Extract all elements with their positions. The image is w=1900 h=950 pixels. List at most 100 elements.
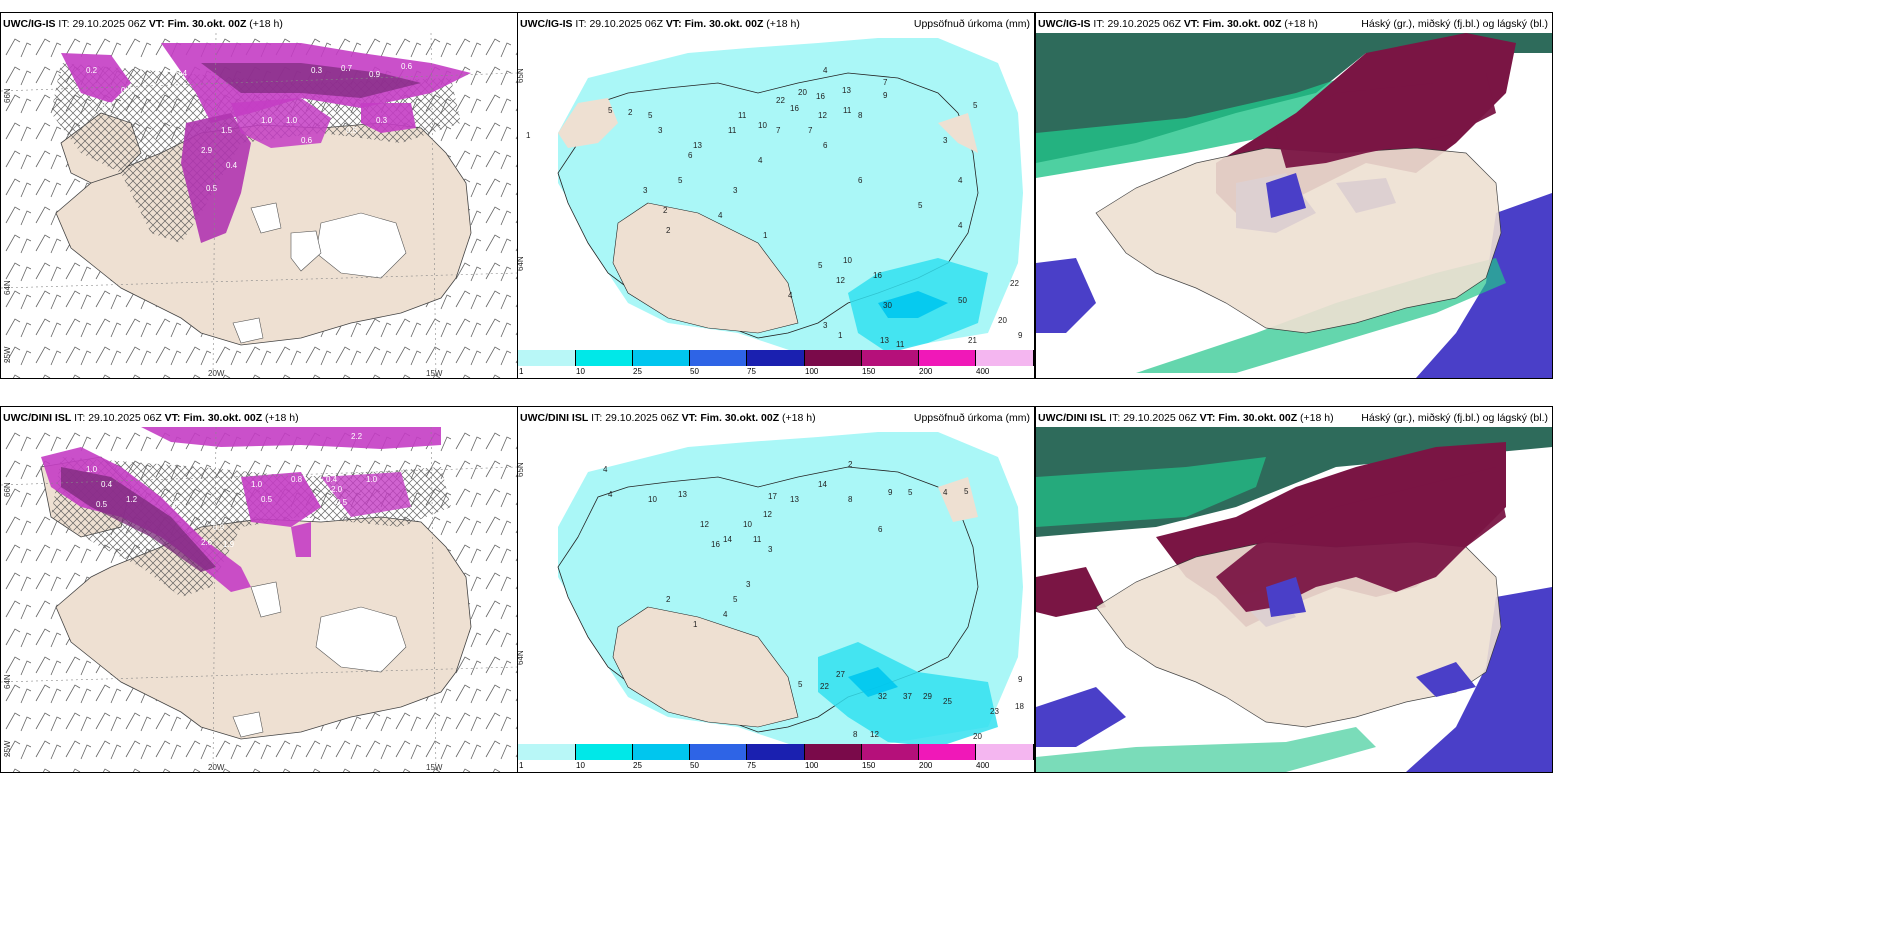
map-precip: 5 2 5 3 13 22 16 20 16 13 11 11 10 7 7 6… [518,33,1034,353]
colorbar-swatch [805,350,862,366]
value-label: 0.4 [176,69,188,78]
value-label: 0.2 [431,56,443,65]
value-label: 2.6 [201,538,213,547]
value-label: 1 [693,620,698,629]
value-label: 0.4 [326,475,338,484]
value-label: 5 [908,488,913,497]
value-label: 13 [678,490,687,499]
value-label: 6 [823,141,828,150]
value-label: 1.5 [221,126,233,135]
value-label: 0.2 [86,66,98,75]
colorbar-swatch [633,350,690,366]
value-label: 2 [628,108,633,117]
lon-label: 25W [3,346,12,363]
value-label: 4 [788,291,793,300]
value-label: 12 [818,111,827,120]
value-label: 8 [848,495,853,504]
map-svg: 4 4 10 13 12 16 14 17 13 12 11 10 14 8 9… [518,427,1034,747]
panel-right-title: Háský (gr.), miðský (fj.bl.) og lágský (… [1361,412,1548,424]
value-label: 2.9 [201,146,213,155]
value-label: 3 [746,580,751,589]
value-label: 0.7 [341,64,353,73]
lat-label: 66N [3,88,12,103]
colorbar-swatch [862,350,919,366]
panel-precip-ig: UWC/IG-IS IT: 29.10.2025 06Z VT: Fim. 30… [517,12,1035,379]
value-label: 11 [843,106,852,115]
colorbar-swatch [805,744,862,760]
value-label: 0.9 [213,523,225,532]
value-label: 2 [666,595,671,604]
colorbar-tick: 25 [633,761,642,770]
colorbar-swatch [518,350,576,366]
value-label: 0.5 [261,495,273,504]
value-label: 13 [880,336,889,345]
colorbar-tick: 100 [805,761,819,770]
panel-clouds-ig: UWC/IG-IS IT: 29.10.2025 06Z VT: Fim. 30… [1035,12,1553,379]
value-label: 20 [973,732,982,741]
value-label: 5 [964,487,969,496]
value-label: 27 [836,670,845,679]
value-label: 4 [718,211,723,220]
value-label: 5 [648,111,653,120]
value-label: 1.0 [261,116,273,125]
value-label: 13 [693,141,702,150]
value-label: 16 [790,104,799,113]
value-label: 7 [808,126,813,135]
value-label: 2.0 [331,485,343,494]
value-label: 1 [838,331,843,340]
value-label: 32 [878,692,887,701]
value-label: 10 [843,256,852,265]
value-label: 9 [888,488,893,497]
value-label: 1.0 [86,465,98,474]
value-label: 17 [768,492,777,501]
value-label: 12 [763,510,772,519]
value-label: 16 [711,540,720,549]
panel-wind-snow-dini: UWC/DINI ISL IT: 29.10.2025 06Z VT: Fim.… [0,406,518,773]
value-label: 1 [526,131,531,140]
value-label: 0.5 [336,498,348,507]
value-label: 20 [798,88,807,97]
colorbar-tick: 50 [690,367,699,376]
colorbar-tick: 75 [747,367,756,376]
value-label: 1.0 [286,116,298,125]
panel-title: UWC/DINI ISL IT: 29.10.2025 06Z VT: Fim.… [1038,412,1334,424]
colorbar-swatch [919,744,976,760]
value-label: 2 [666,226,671,235]
panel-title: UWC/DINI ISL IT: 29.10.2025 06Z VT: Fim.… [3,412,299,424]
map-wind-snow: 0.4 0.4 0.3 0.7 0.9 0.6 0.2 1.5 2.9 0.5 … [1,33,517,378]
colorbar-tick: 1 [519,367,524,376]
value-label: 0.8 [121,86,133,95]
map-wind-snow: 1.0 0.4 0.5 1.2 3.5 2.6 1.9 0.9 1.0 0.5 … [1,427,517,772]
value-label: 3.5 [171,500,183,509]
lon-label: 20W [208,763,225,772]
value-label: 10 [648,495,657,504]
value-label: 5 [973,101,978,110]
colorbar-tick: 10 [576,761,585,770]
value-label: 11 [728,126,737,135]
value-label: 21 [968,336,977,345]
value-label: 0.9 [369,70,381,79]
value-label: 13 [790,495,799,504]
value-label: 16 [816,92,825,101]
map-clouds [1036,427,1552,772]
value-label: 11 [738,111,747,120]
value-label: 0.3 [376,116,388,125]
map-precip: 4 4 10 13 12 16 14 17 13 12 11 10 14 8 9… [518,427,1034,747]
value-label: 5 [733,595,738,604]
value-label: 29 [923,692,932,701]
value-label: 9 [1018,331,1023,340]
colorbar-tick: 10 [576,367,585,376]
lon-label: 15W [426,369,443,378]
value-label: 4 [943,488,948,497]
map-svg [1036,33,1552,378]
colorbar-tick: 50 [690,761,699,770]
value-label: 9 [883,91,888,100]
value-label: 11 [753,535,762,544]
value-label: 22 [776,96,785,105]
value-label: 3 [768,545,773,554]
colorbar-swatch [690,744,747,760]
map-svg: 5 2 5 3 13 22 16 20 16 13 11 11 10 7 7 6… [518,33,1034,353]
value-label: 20 [998,316,1007,325]
colorbar-swatch [518,744,576,760]
colorbar-tick: 25 [633,367,642,376]
